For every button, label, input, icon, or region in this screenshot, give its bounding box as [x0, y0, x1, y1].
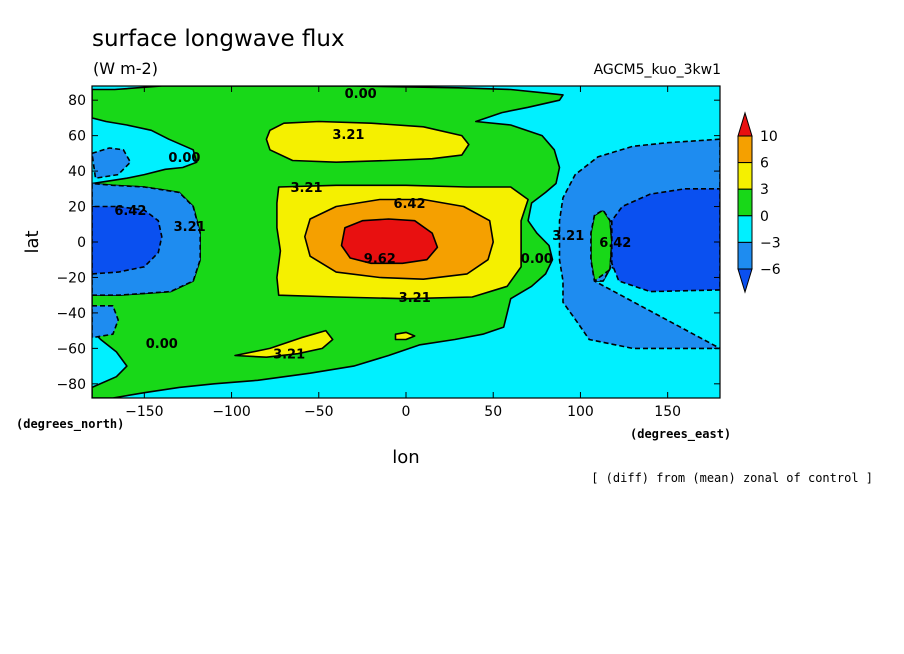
colorbar-swatch [737, 188, 753, 217]
contour-region [394, 331, 416, 341]
contour-region [265, 120, 470, 163]
y-tick-label: −80 [56, 377, 86, 393]
contour-label: 6.42 [114, 204, 146, 219]
colorbar: 10 6 3 0 −3 −6 [737, 111, 781, 294]
contour-label: 6.42 [599, 236, 631, 251]
contour-label: 3.21 [399, 291, 431, 306]
y-tick-label: −40 [56, 306, 86, 322]
contour-region [92, 147, 132, 179]
colorbar-label: −3 [760, 235, 781, 251]
x-tick-label: −50 [304, 404, 334, 420]
y-tick-label: 60 [68, 129, 86, 145]
contour-label: 3.21 [552, 229, 584, 244]
contour-region [340, 218, 439, 265]
axes: −150 −100 −50 0 50 100 150 80 60 40 20 0 −20 −40 −60 −8… [56, 86, 720, 420]
contour-label: 0.00 [168, 151, 200, 166]
x-tick-label: 150 [654, 404, 681, 420]
contour-label: 3.21 [273, 348, 305, 363]
contour-label: 3.21 [174, 220, 206, 235]
x-tick-label: 100 [567, 404, 594, 420]
colorbar-top-arrow [737, 111, 753, 137]
contour-label: 0.00 [345, 87, 377, 102]
x-axis-title: lon [392, 447, 419, 468]
x-tick-label: 50 [484, 404, 502, 420]
y-tick-label: 20 [68, 200, 86, 216]
x-units-label: (degrees_east) [630, 427, 731, 442]
contour-map: 0.00 3.21 0.00 3.21 6.42 6.42 3.21 9.62 0.00 3.21… [91, 85, 721, 399]
x-tick-label: 0 [402, 404, 411, 420]
y-axis-title: lat [22, 230, 43, 253]
experiment-label: AGCM5_kuo_3kw1 [594, 62, 721, 78]
contour-label: 9.62 [364, 252, 396, 267]
contour-label: 0.00 [521, 252, 553, 267]
colorbar-bottom-arrow [737, 268, 753, 294]
y-tick-label: −60 [56, 341, 86, 357]
y-tick-label: −20 [56, 270, 86, 286]
contour-region [92, 205, 163, 275]
contour-label: 6.42 [393, 197, 425, 212]
difference-note: [ (diff) from (mean) zonal of control ] [591, 471, 873, 485]
colorbar-swatch [737, 162, 753, 190]
x-tick-label: −100 [212, 404, 250, 420]
colorbar-swatch [737, 241, 753, 270]
y-tick-label: 0 [77, 235, 86, 251]
contour-region [92, 304, 119, 339]
colorbar-label: 6 [760, 156, 769, 172]
colorbar-label: −6 [760, 262, 781, 278]
x-tick-label: −150 [125, 404, 163, 420]
contour-label: 0.00 [146, 337, 178, 352]
contour-region [610, 188, 720, 293]
colorbar-label: 0 [760, 209, 769, 225]
contour-region [234, 329, 334, 359]
colorbar-label: 10 [760, 129, 778, 145]
y-tick-label: 80 [68, 93, 86, 109]
colorbar-swatch [737, 135, 753, 164]
y-units-label: (degrees_north) [16, 417, 124, 432]
chart-units: (W m-2) [93, 59, 158, 78]
contour-label: 3.21 [291, 181, 323, 196]
y-tick-label: 40 [68, 164, 86, 180]
chart-title: surface longwave flux [92, 26, 345, 52]
colorbar-label: 3 [760, 182, 769, 198]
contour-label: 3.21 [332, 128, 364, 143]
colorbar-swatch [737, 215, 753, 243]
